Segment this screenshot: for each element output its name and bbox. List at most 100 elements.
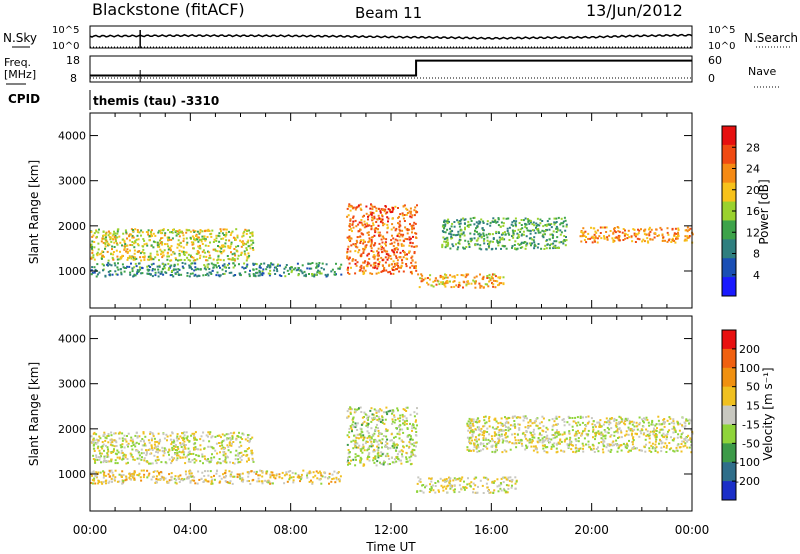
heat-cell — [630, 433, 633, 436]
heat-cell — [503, 238, 506, 241]
heat-cell — [568, 430, 571, 433]
colorbar-swatch — [722, 405, 736, 425]
heat-cell — [102, 269, 104, 272]
heat-cell — [533, 229, 536, 232]
heat-cell — [406, 419, 408, 422]
heat-cell — [211, 446, 214, 449]
heat-cell — [392, 245, 395, 247]
heat-cell — [613, 229, 616, 232]
heat-cell — [529, 232, 532, 235]
heat-cell — [301, 264, 304, 267]
heat-cell — [249, 247, 252, 250]
heat-cell — [474, 244, 477, 247]
heat-cell — [398, 430, 401, 433]
colorbar-frame — [721, 329, 737, 501]
heat-cell — [123, 438, 126, 441]
heat-cell — [486, 220, 489, 223]
heat-cell — [202, 439, 205, 442]
heat-cell — [462, 274, 465, 277]
heat-cell — [348, 273, 351, 275]
heat-cell — [493, 273, 496, 276]
heat-cell — [98, 481, 101, 483]
heat-cell — [492, 481, 495, 484]
heat-cell — [491, 444, 494, 447]
heat-cell — [407, 434, 410, 437]
heat-cell — [353, 408, 356, 411]
heat-cell — [435, 283, 438, 286]
heat-cell — [351, 418, 354, 421]
heat-cell — [158, 473, 161, 476]
heat-cell — [156, 459, 159, 462]
heat-cell — [648, 234, 651, 237]
heat-cell — [498, 434, 501, 436]
heat-cell — [415, 431, 418, 433]
heat-cell — [689, 437, 692, 440]
heat-cell — [379, 220, 382, 223]
heat-cell — [230, 251, 232, 254]
heat-cell — [514, 240, 517, 243]
heat-cell — [236, 257, 239, 260]
heat-cell — [183, 446, 186, 448]
heat-cell — [399, 256, 402, 258]
heat-cell — [152, 262, 155, 265]
heat-cell — [491, 450, 494, 453]
heat-cell — [656, 427, 658, 430]
heat-cell — [363, 449, 366, 452]
heat-cell — [221, 264, 224, 267]
heat-cell — [551, 428, 554, 431]
heat-cell — [356, 422, 359, 425]
heat-cell — [543, 233, 546, 236]
heat-cell — [225, 455, 228, 458]
heat-cell — [400, 233, 403, 236]
heat-cell — [361, 451, 364, 454]
heat-cell — [90, 230, 93, 233]
heat-cell — [411, 450, 414, 453]
heat-cell — [691, 432, 694, 435]
heat-cell — [104, 436, 107, 439]
heat-cell — [391, 461, 394, 464]
heat-cell — [453, 477, 456, 480]
heat-cell — [545, 451, 548, 454]
heat-cell — [134, 434, 137, 437]
heat-cell — [190, 434, 193, 437]
heat-cell — [354, 410, 357, 413]
heat-cell — [362, 273, 365, 275]
heat-cell — [97, 248, 100, 251]
heat-cell — [109, 439, 112, 442]
heat-cell — [184, 462, 187, 465]
heat-cell — [479, 443, 482, 446]
heat-cell — [372, 250, 375, 253]
heat-cell — [414, 455, 417, 458]
heat-cell — [146, 469, 149, 472]
heat-cell — [246, 230, 248, 232]
heat-cell — [215, 240, 218, 242]
heat-cell — [441, 246, 444, 249]
heat-cell — [377, 207, 380, 210]
heat-cell — [486, 236, 489, 239]
heat-cell — [232, 262, 235, 265]
heat-cell — [529, 438, 532, 441]
heat-cell — [514, 436, 516, 439]
heat-cell — [676, 237, 679, 240]
heat-cell — [224, 480, 227, 483]
heat-cell — [228, 230, 230, 233]
heat-cell — [472, 449, 475, 452]
heat-cell — [385, 454, 388, 457]
heat-cell — [501, 429, 504, 432]
heat-cell — [458, 477, 461, 480]
heat-band-3 — [416, 476, 518, 494]
heat-cell — [205, 255, 208, 258]
heat-cell — [620, 418, 623, 421]
heat-cell — [609, 230, 612, 232]
heat-cell — [475, 275, 478, 278]
heat-cell — [541, 415, 544, 418]
heat-cell — [208, 433, 211, 436]
heat-cell — [670, 421, 673, 424]
heat-cell — [411, 226, 414, 229]
heat-cell — [163, 437, 166, 440]
heat-cell — [397, 417, 400, 420]
heat-cell — [113, 262, 116, 265]
heat-cell — [524, 217, 527, 220]
heat-cell — [225, 266, 228, 269]
